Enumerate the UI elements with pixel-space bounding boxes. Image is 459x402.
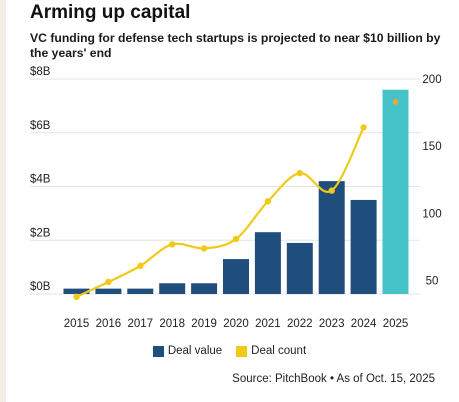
right-tick-label: 150 [422, 141, 441, 153]
count-point [73, 293, 80, 300]
count-point [232, 235, 240, 243]
right-tick-label: 100 [422, 208, 441, 220]
x-tick-label: 2015 [64, 318, 90, 330]
legend-item-deal-value: Deal value [152, 345, 223, 357]
bar [286, 242, 313, 294]
chart-subtitle: VC funding for defense tech startups is … [30, 31, 441, 60]
left-tick-label: $8B [30, 66, 51, 78]
bar [254, 232, 281, 294]
x-tick-label: 2024 [351, 318, 377, 330]
x-tick-label: 2020 [223, 318, 249, 330]
count-point [264, 198, 272, 205]
x-tick-label: 2021 [255, 318, 281, 330]
deal-count-swatch [236, 345, 248, 357]
right-tick-label: 200 [422, 74, 441, 86]
x-tick-label: 2025 [383, 318, 409, 330]
bar [63, 288, 90, 294]
x-tick-label: 2019 [191, 318, 217, 330]
left-axis-ticks: $0B $2B $4B $6B $8B [30, 66, 51, 293]
legend-item-deal-count: Deal count [236, 345, 306, 357]
side-strip [0, 0, 6, 402]
count-point [296, 169, 303, 177]
count-point [137, 262, 144, 270]
count-point [360, 124, 367, 131]
legend-label-deal-count: Deal count [251, 345, 307, 357]
count-point [105, 278, 112, 286]
source-note: Source: PitchBook • As of Oct. 15, 2025 [232, 373, 435, 385]
x-tick-label: 2017 [128, 318, 154, 330]
bar [159, 283, 186, 294]
x-tick-label: 2018 [159, 318, 185, 330]
count-point-projected [392, 99, 399, 105]
left-tick-label: $6B [30, 120, 51, 132]
bar [223, 259, 249, 294]
bar [127, 288, 154, 294]
bar [350, 199, 377, 294]
count-point [200, 245, 208, 252]
bar [318, 181, 345, 294]
chart-title: Arming up capital [30, 2, 191, 23]
bar [95, 288, 122, 294]
x-tick-label: 2023 [319, 318, 345, 330]
count-point [328, 187, 335, 194]
deal-count-points [73, 99, 399, 300]
legend-label-deal-value: Deal value [167, 345, 223, 357]
right-axis-ticks: 50 100 150 200 [422, 74, 441, 288]
left-tick-label: $0B [30, 281, 51, 293]
bar [191, 283, 218, 294]
count-point [169, 241, 176, 248]
x-axis-labels: 2015 2016 2017 2018 2019 2020 2021 2022 2023 2024… [64, 318, 409, 330]
x-tick-label: 2022 [287, 318, 313, 330]
left-tick-label: $2B [30, 227, 51, 239]
deal-count-line [75, 126, 365, 298]
bars [63, 89, 409, 294]
bar-projected [382, 89, 409, 294]
left-tick-label: $4B [30, 174, 51, 186]
right-tick-label: 50 [426, 276, 439, 288]
legend: Deal value Deal count [0, 345, 459, 357]
deal-value-swatch [152, 345, 164, 357]
x-tick-label: 2016 [96, 318, 122, 330]
